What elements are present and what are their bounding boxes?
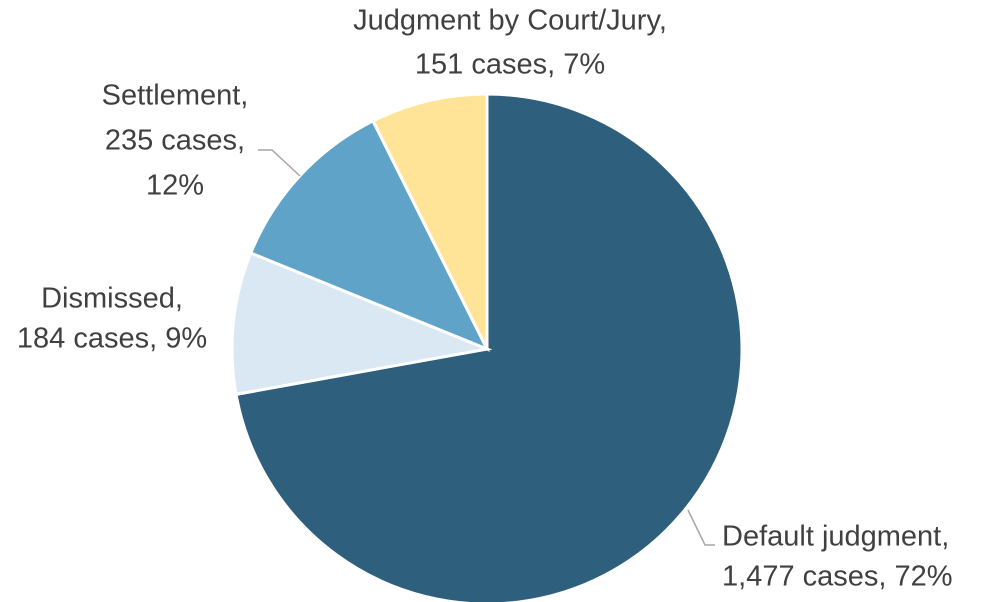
data-label: 235 cases, [105, 125, 245, 157]
data-label: Dismissed, [41, 283, 183, 315]
pie [230, 92, 744, 602]
slice [370, 92, 489, 350]
slice [230, 251, 493, 397]
data-label: Default judgment, [722, 521, 949, 553]
data-label: 151 cases, 7% [415, 49, 605, 81]
leader-line [687, 509, 715, 546]
data-label: Judgment by Court/Jury, [353, 5, 667, 37]
data-label: 184 cases, 9% [17, 323, 207, 355]
data-label: 12% [146, 170, 204, 202]
leader-line [258, 149, 301, 177]
data-label: 1,477 cases, 72% [722, 561, 953, 593]
slice [234, 92, 744, 602]
data-label: Settlement, [102, 80, 249, 112]
